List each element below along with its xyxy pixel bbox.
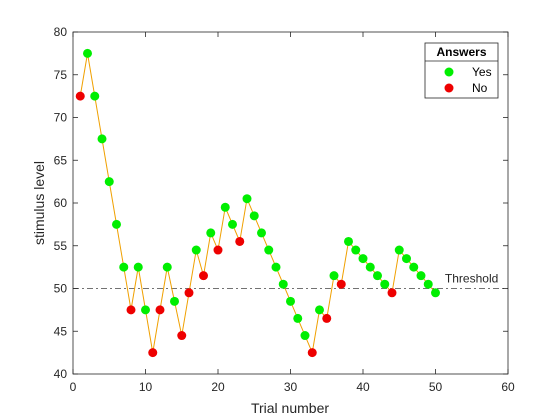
data-point-28 [271,262,281,272]
data-point-1 [75,91,85,101]
x-tick-label-10: 10 [139,380,153,394]
data-point-6 [112,219,121,229]
x-tick-label-30: 30 [284,380,298,394]
data-point-37 [336,279,346,289]
data-point-35 [322,313,332,323]
data-point-47 [409,262,419,272]
data-point-36 [329,271,339,281]
data-point-9 [133,262,143,272]
data-point-23 [235,236,245,246]
data-point-32 [300,331,310,341]
legend: Answers Yes No [424,42,499,99]
data-point-19 [206,228,216,238]
data-point-13 [162,262,172,272]
data-point-18 [199,271,208,281]
legend-box [424,42,499,99]
data-point-33 [307,348,317,358]
y-tick-label-65: 65 [54,153,68,167]
data-point-30 [286,296,295,306]
y-tick-label-50: 50 [54,282,68,296]
y-tick-label-60: 60 [54,196,68,210]
legend-title: Answers [436,45,486,59]
data-point-22 [228,219,237,229]
data-point-20 [213,245,223,255]
data-point-4 [97,134,107,144]
x-tick-label-20: 20 [211,380,225,394]
data-point-7 [119,262,129,272]
data-point-31 [293,313,303,323]
data-point-42 [373,271,382,281]
data-point-10 [141,305,150,315]
legend-marker-no [444,83,454,93]
data-point-44 [387,288,397,298]
data-point-12 [155,305,165,315]
data-point-5 [104,177,114,187]
data-point-41 [365,262,375,272]
data-point-29 [278,279,288,289]
y-tick-label-55: 55 [54,239,68,253]
threshold-label: Threshold [445,272,498,286]
data-point-25 [249,211,259,221]
x-tick-label-40: 40 [356,380,370,394]
data-point-8 [126,305,136,315]
axes: 0 10 20 30 40 50 60 40 45 50 55 60 65 70 75 80 [54,25,515,394]
data-point-48 [416,271,426,281]
data-point-38 [344,236,353,246]
legend-label-no: No [472,81,488,95]
legend-label-yes: Yes [472,65,492,79]
data-point-17 [191,245,201,255]
data-point-21 [220,202,230,212]
data-point-43 [380,279,390,289]
y-tick-label-45: 45 [54,324,68,338]
data-point-24 [242,194,252,204]
data-point-45 [394,245,404,255]
data-point-39 [351,245,361,255]
data-point-46 [402,254,411,264]
data-point-49 [423,279,433,289]
data-point-14 [170,296,179,306]
data-point-2 [83,48,92,58]
data-point-15 [177,331,187,341]
y-tick-label-80: 80 [54,25,68,39]
y-tick-label-75: 75 [54,68,68,82]
data-point-26 [257,228,266,238]
data-point-40 [358,254,368,264]
data-point-34 [315,305,324,315]
x-tick-label-60: 60 [501,380,515,394]
y-tick-label-40: 40 [54,367,68,381]
y-axis-label: stimulus level [31,161,47,245]
x-tick-label-0: 0 [70,380,77,394]
data-point-27 [264,245,274,255]
y-tick-label-70: 70 [54,111,68,125]
legend-marker-yes [444,67,454,77]
data-point-16 [184,288,194,298]
x-tick-label-50: 50 [429,380,443,394]
data-point-11 [148,348,158,358]
data-point-50 [431,288,440,298]
x-axis-label: Trial number [251,400,329,416]
data-point-3 [90,91,100,101]
